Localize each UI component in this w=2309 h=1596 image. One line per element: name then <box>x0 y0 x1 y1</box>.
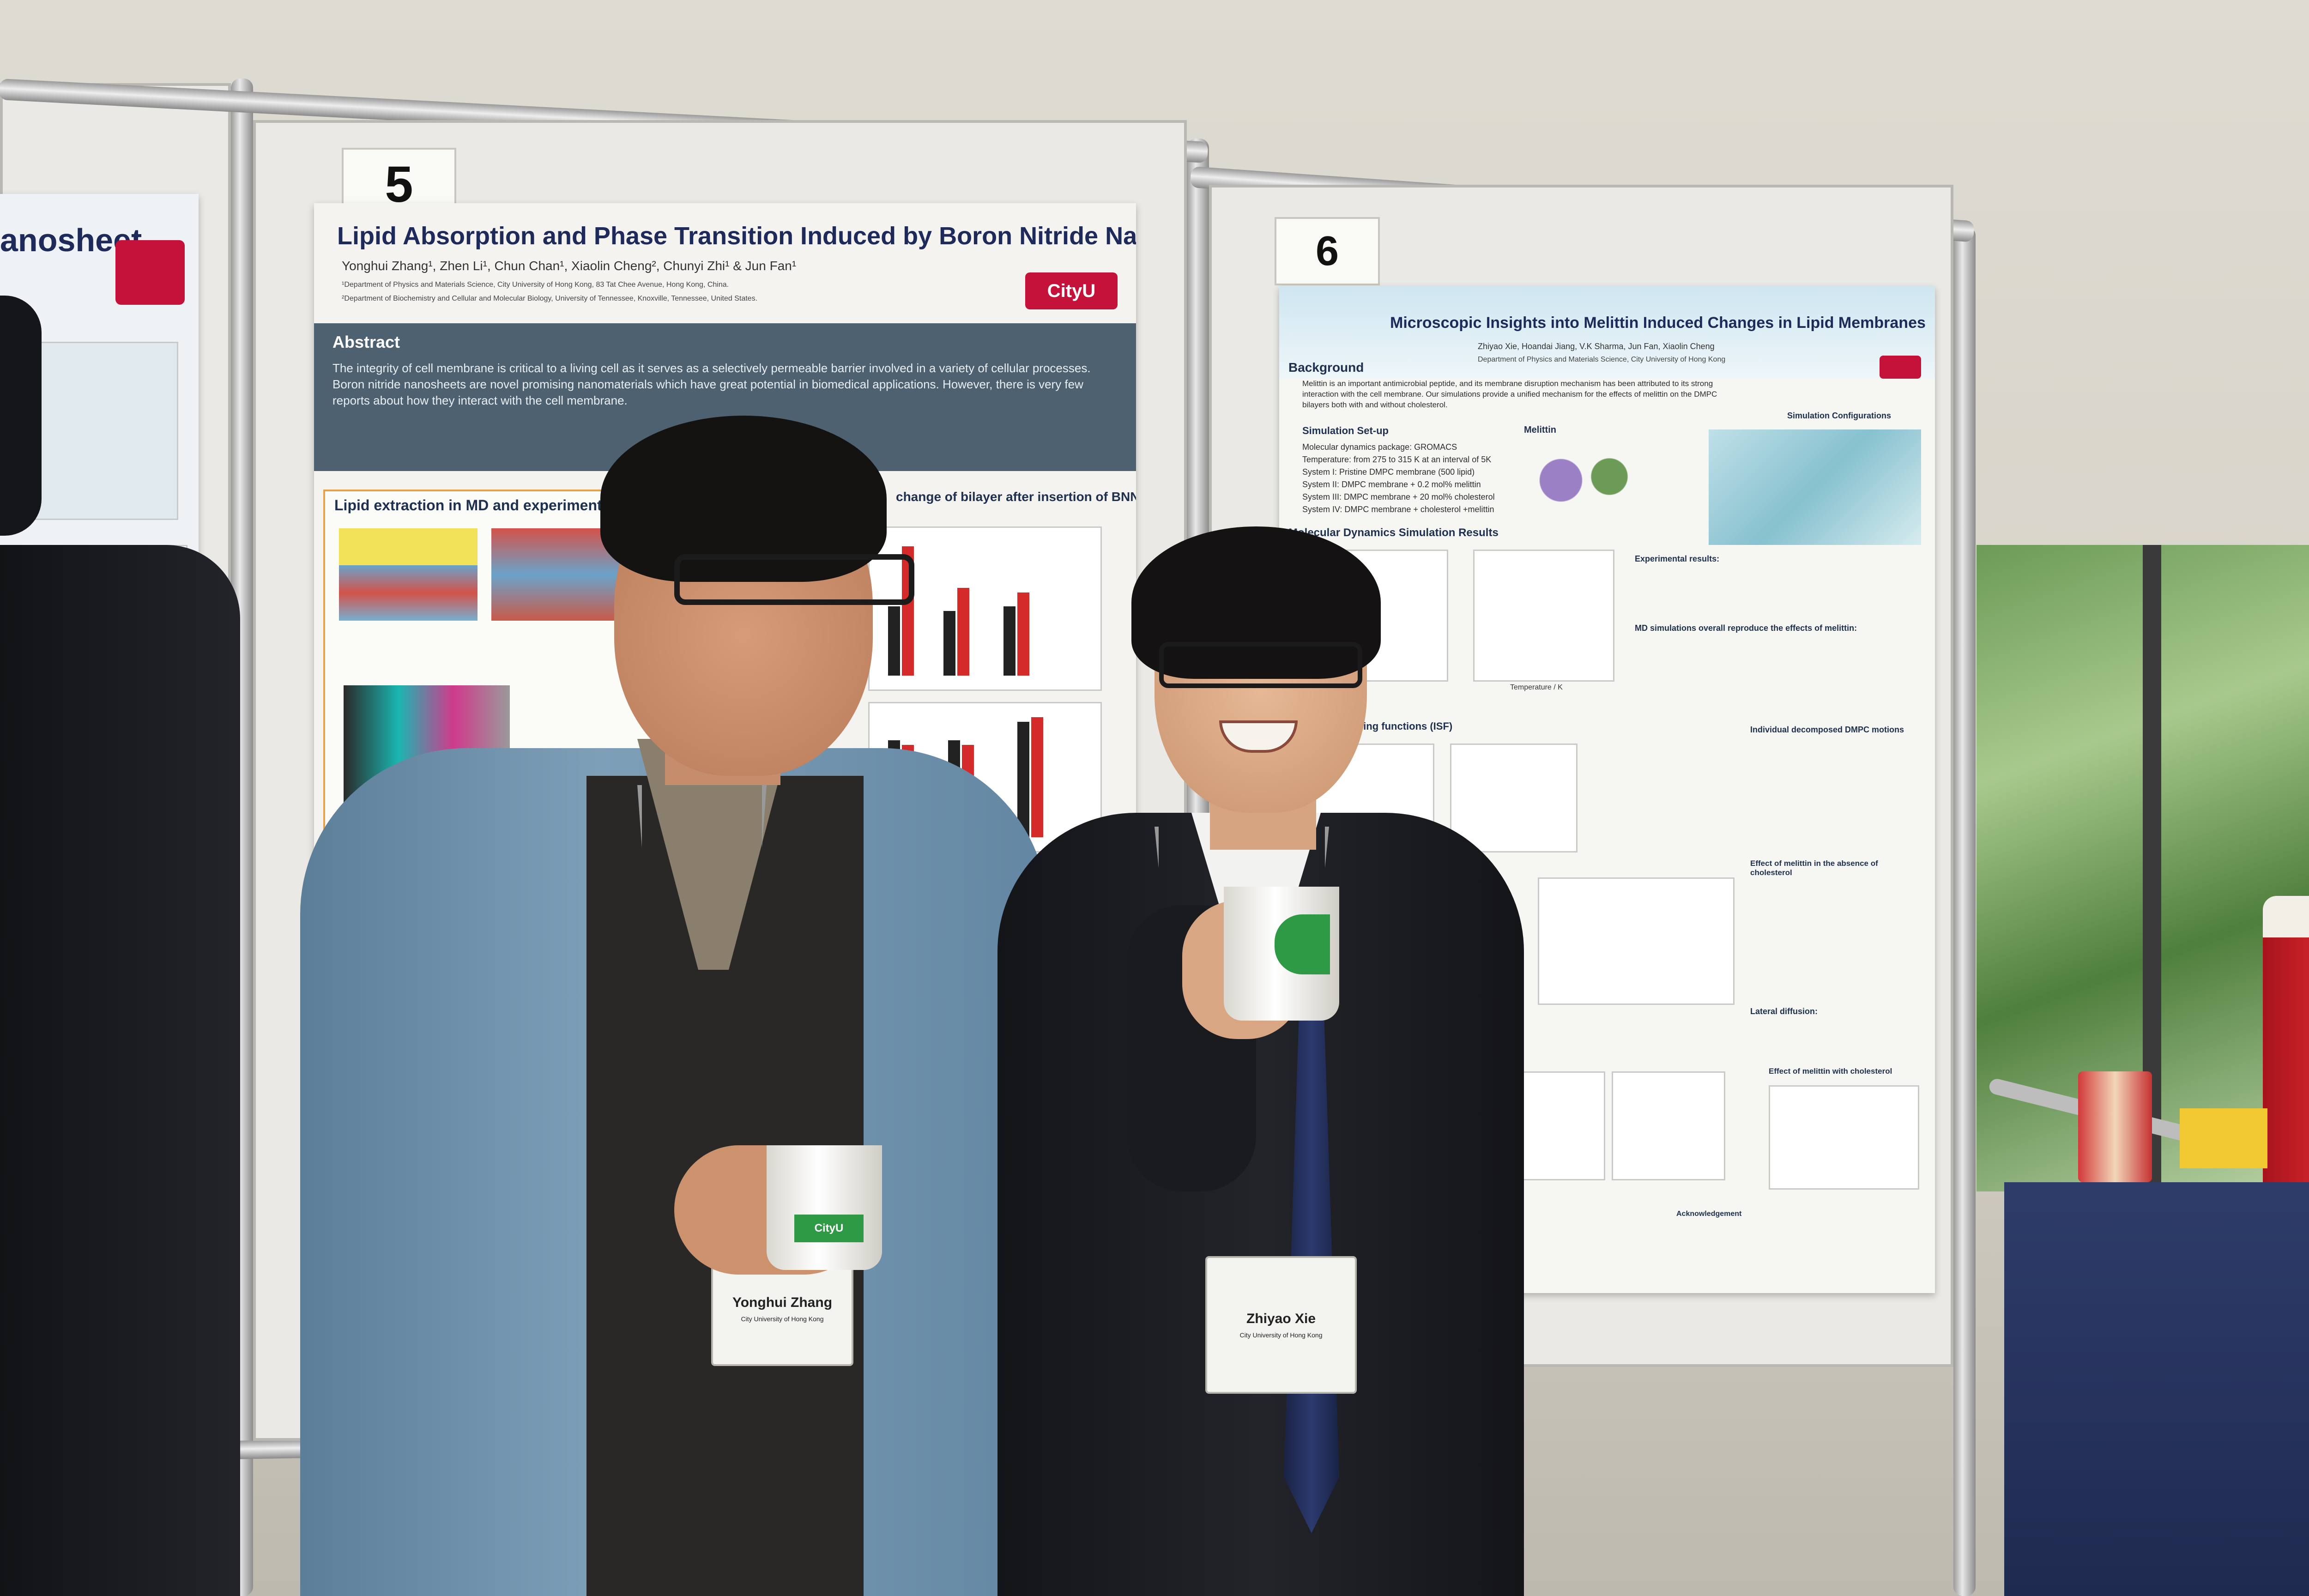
bar-4 <box>957 588 969 676</box>
poster-number-6: 6 <box>1315 228 1339 274</box>
poster-5-authors: Yonghui Zhang¹, Zhen Li¹, Chun Chan¹, Xi… <box>342 259 797 273</box>
person-zhiyao-glasses <box>1159 642 1362 688</box>
poster-5-section-1: Lipid extraction in MD and experiment <box>334 497 602 514</box>
poster-6-bottom-plot-3 <box>1769 1085 1919 1190</box>
left-poster-logo <box>115 240 185 305</box>
poster-6-sim-config-label: Simulation Configurations <box>1787 411 1891 420</box>
cup-right-logo <box>1275 914 1330 974</box>
frame-post-right <box>1953 226 1976 1596</box>
person-zhiyao-badge: Zhiyao Xie City University of Hong Kong <box>1205 1256 1357 1394</box>
poster-6-cholesterol-heading: Effect of melittin in the absence of cho… <box>1750 859 1878 877</box>
poster-6-melittin-label: Melittin <box>1524 425 1556 435</box>
poster-6-md-plot-2 <box>1473 550 1614 682</box>
cart-tablecloth <box>2004 1182 2309 1596</box>
setup-line: System II: DMPC membrane + 0.2 mol% meli… <box>1302 480 1481 489</box>
left-poster-figure <box>28 342 178 520</box>
poster-6-setup-list: Molecular dynamics package: GROMACS Temp… <box>1302 441 1495 516</box>
poster-6-decomposed-heading: Individual decomposed DMPC motions <box>1750 725 1904 734</box>
poster-5-abstract-text: The integrity of cell membrane is critic… <box>332 361 1091 408</box>
person-zhiyao-hair <box>1131 526 1381 679</box>
poster-5-logo-text: CityU <box>1047 280 1096 301</box>
poster-6-affiliation: Department of Physics and Materials Scie… <box>1478 356 1726 363</box>
person-left-edge <box>0 545 240 1596</box>
poster-6-with-chol-heading: Effect of melittin with cholesterol <box>1769 1067 1892 1076</box>
bar-5 <box>1003 606 1015 676</box>
poster-5-logo: CityU <box>1025 272 1118 309</box>
poster-6-authors: Zhiyao Xie, Hoandai Jiang, V.K Sharma, J… <box>1478 342 1715 351</box>
setup-line: System III: DMPC membrane + 20 mol% chol… <box>1302 492 1495 502</box>
snack-can <box>2078 1071 2152 1182</box>
poster-5-section-2: change of bilayer after insertion of BNN… <box>896 490 1136 504</box>
bar-3 <box>943 611 955 676</box>
poster-5-abstract-heading: Abstract <box>332 332 400 351</box>
poster-5-bar-chart-1 <box>868 526 1102 691</box>
poster-6-isf-plot-2 <box>1450 744 1578 852</box>
badge-name-yonghui: Yonghui Zhang <box>732 1295 833 1310</box>
cup-left-logo-text: CityU <box>814 1222 844 1234</box>
poster-6-msd-table <box>1538 877 1735 1005</box>
poster-6-sim-config-image <box>1709 429 1921 545</box>
poster-5-affiliation-1: ¹Department of Physics and Materials Sci… <box>342 281 729 289</box>
person-left-edge-head <box>0 296 42 536</box>
poster-6-bottom-plot-2 <box>1612 1071 1725 1180</box>
paper-cup-left: CityU <box>767 1145 882 1270</box>
paper-cup-right <box>1224 887 1339 1021</box>
person-yonghui-glasses <box>674 554 914 605</box>
poster-6-lateral-heading: Lateral diffusion: <box>1750 1007 1818 1016</box>
poster-6-exp-results-heading: Experimental results: <box>1635 554 1720 563</box>
setup-line: Temperature: from 275 to 315 K at an int… <box>1302 455 1492 464</box>
setup-line: System I: Pristine DMPC membrane (500 li… <box>1302 467 1475 477</box>
poster-6-x-axis-label: Temperature / K <box>1510 683 1563 691</box>
poster-5-title: Lipid Absorption and Phase Transition In… <box>337 222 1136 250</box>
poster-6-background-text: Melittin is an important antimicrobial p… <box>1302 379 1717 409</box>
poster-6-title: Microscopic Insights into Melittin Induc… <box>1390 314 1926 332</box>
poster-6-md-heading: Molecular Dynamics Simulation Results <box>1288 526 1499 539</box>
bar-6 <box>1017 592 1029 676</box>
badge-org-yonghui: City University of Hong Kong <box>741 1315 824 1323</box>
poster-5-membrane-figure-1 <box>339 528 478 621</box>
poster-6-header-band <box>1279 286 1935 379</box>
cooler-lid <box>2263 896 2309 937</box>
poster-number-card-6: 6 <box>1275 217 1380 285</box>
snack-box <box>2180 1108 2267 1168</box>
badge-name-zhiyao: Zhiyao Xie <box>1246 1311 1316 1326</box>
bar-11 <box>1017 722 1029 837</box>
poster-6-ack-heading: Acknowledgement <box>1676 1210 1742 1218</box>
badge-org-zhiyao: City University of Hong Kong <box>1239 1331 1323 1339</box>
poster-6-md-reproduce-heading: MD simulations overall reproduce the eff… <box>1635 623 1857 633</box>
poster-6-logo <box>1880 356 1921 379</box>
setup-line: Molecular dynamics package: GROMACS <box>1302 442 1457 452</box>
bar-12 <box>1031 717 1043 837</box>
bar-1 <box>888 606 900 676</box>
setup-line: System IV: DMPC membrane + cholesterol +… <box>1302 505 1494 514</box>
cooler-box <box>2263 896 2309 1219</box>
poster-5-affiliation-2: ²Department of Biochemistry and Cellular… <box>342 295 758 302</box>
cup-left-logo: CityU <box>794 1215 864 1242</box>
poster-6-melittin-figure <box>1519 443 1658 517</box>
poster-6-setup-heading: Simulation Set-up <box>1302 425 1389 436</box>
poster-6-background-heading: Background <box>1288 360 1364 375</box>
